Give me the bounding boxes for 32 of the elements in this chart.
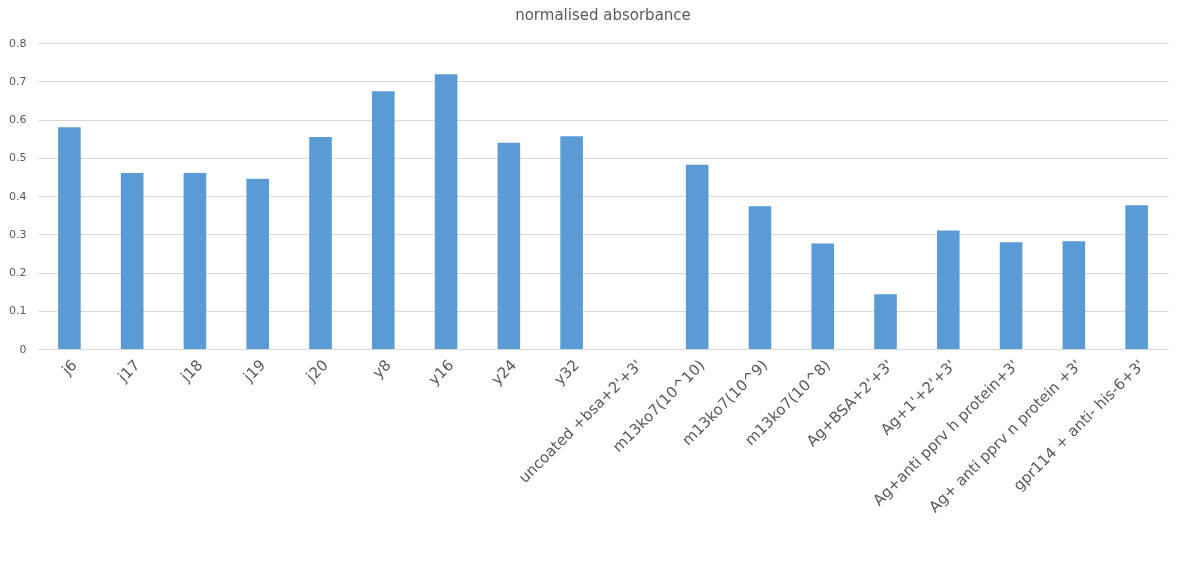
bar [371,91,395,349]
x-tick-label: j20 [301,356,332,386]
y-tick-label: 0.2 [9,266,27,279]
x-tick-label: j6 [57,356,81,380]
y-tick-label: 0 [19,342,27,356]
bar [560,136,583,349]
x-tick-label: y8 [368,356,395,382]
y-tick-label: 0.4 [9,189,27,203]
y-tick-label: 0.1 [9,304,27,318]
bar [874,294,897,349]
y-tick-label: 0.8 [9,36,27,50]
bar [120,173,144,349]
bar [936,230,960,349]
bar [434,74,458,349]
y-tick-label: 0.7 [9,74,27,88]
y-tick-label: 0.5 [9,151,27,165]
chart-title: normalised absorbance [515,6,691,24]
y-tick-label: 0.3 [9,227,27,241]
bar [183,173,207,349]
bar [309,137,332,349]
bar [246,178,270,349]
bar [748,206,772,349]
bar [811,243,835,349]
bar [1062,241,1086,349]
bar [58,127,81,349]
bar [999,242,1023,349]
y-tick-label: 0.6 [9,113,27,126]
x-tick-label: j18 [176,356,207,386]
bar [685,164,709,349]
bar [1125,205,1148,349]
bar [497,142,521,349]
x-tick-label: j19 [239,356,270,386]
